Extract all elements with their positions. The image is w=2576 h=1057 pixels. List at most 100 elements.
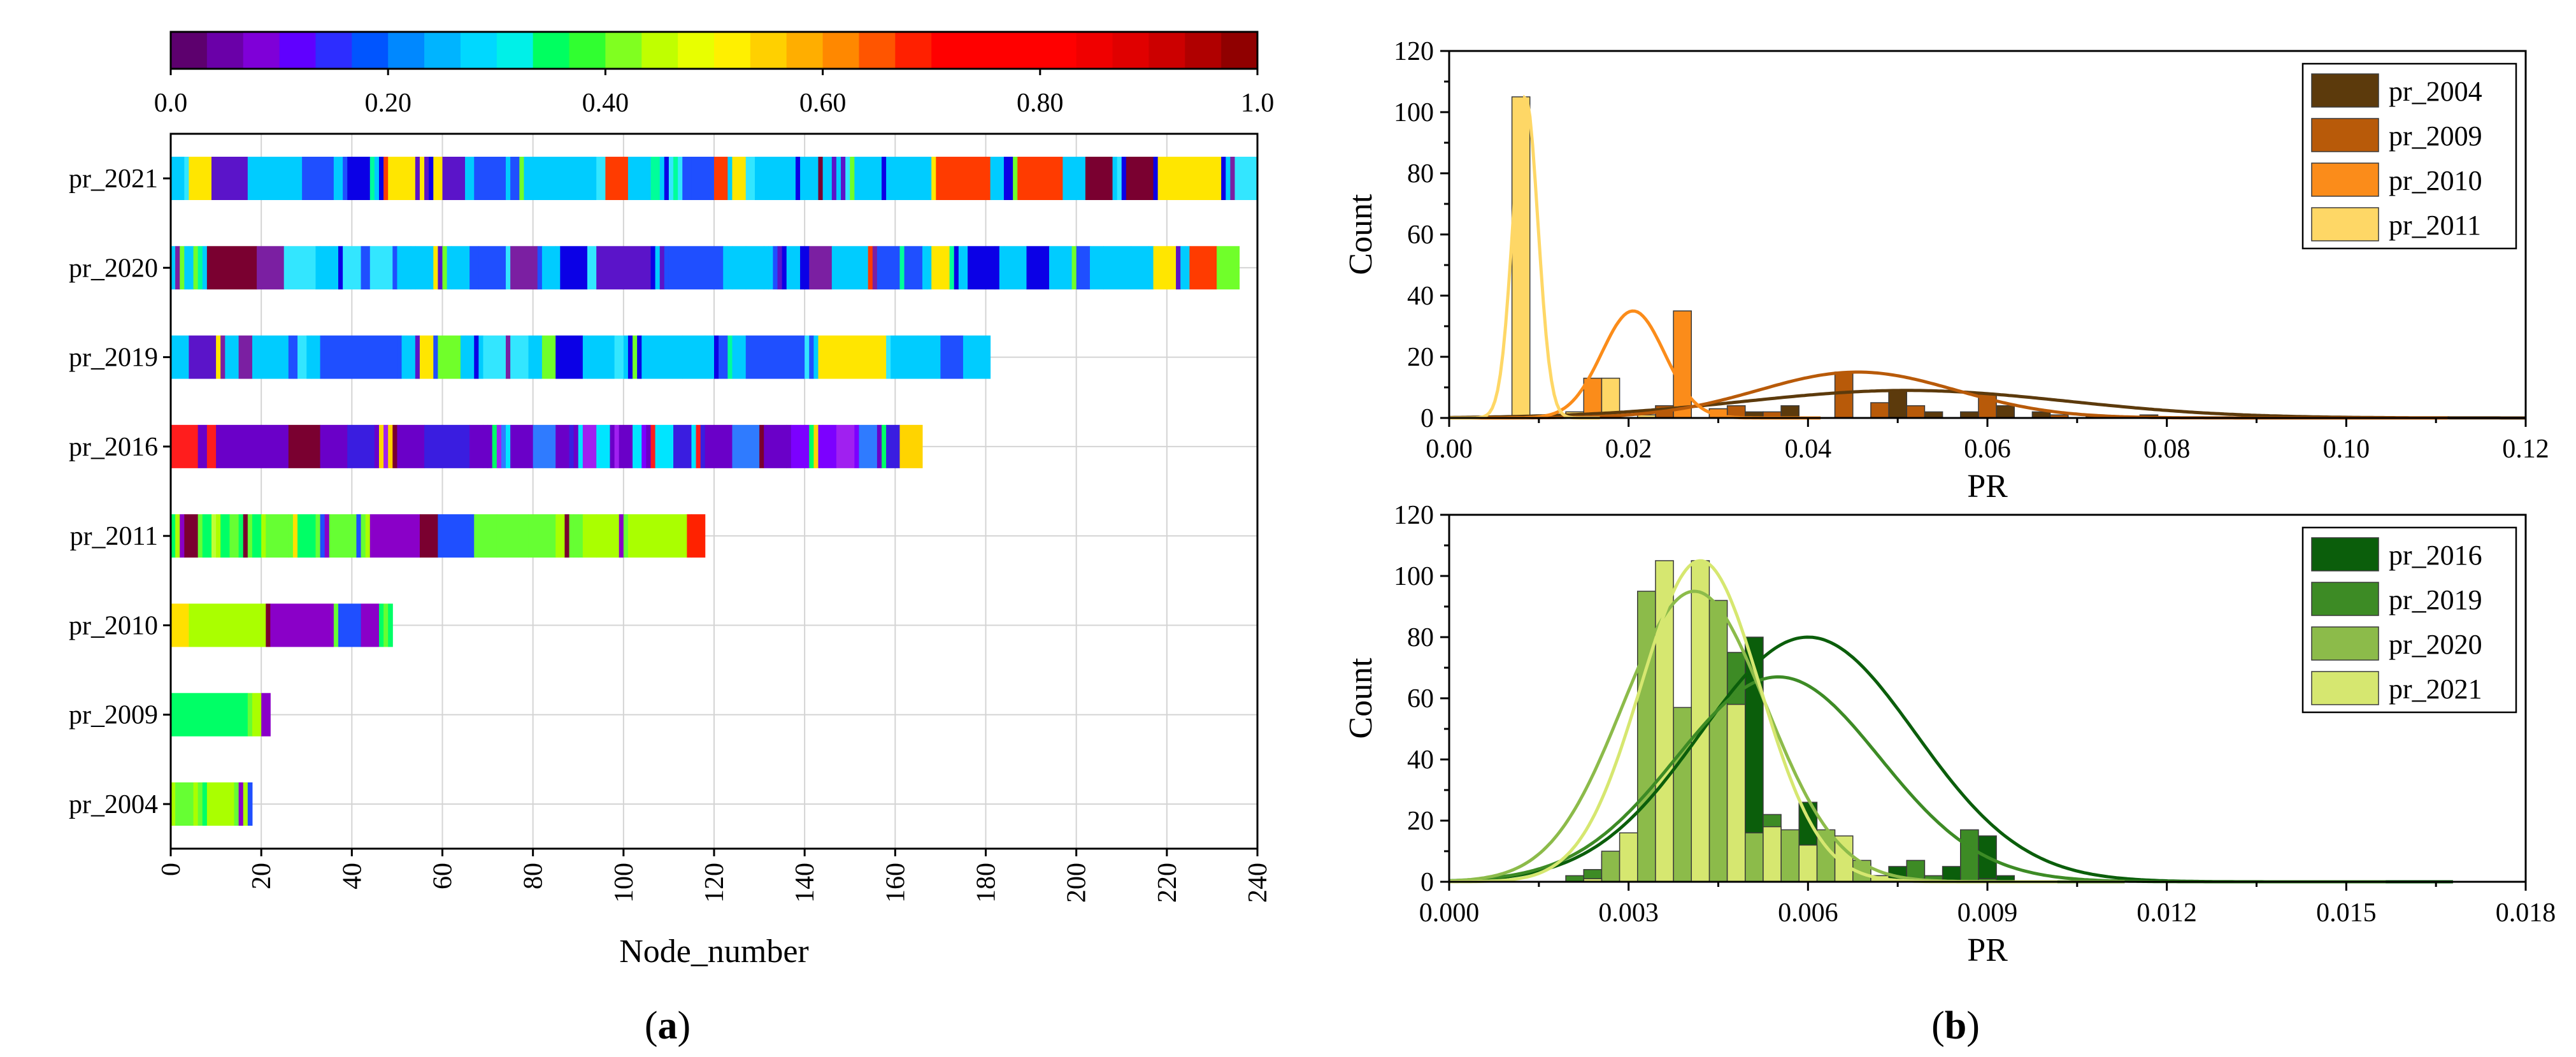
heatmap-cell [754, 157, 796, 200]
heatmap-cell [180, 246, 185, 290]
top-legend-label: pr_2004 [2389, 76, 2482, 107]
heatmap-cell [247, 782, 253, 826]
heatmap-cell [800, 246, 810, 290]
heatmap-cell [1126, 157, 1154, 200]
heatmap-cell [927, 246, 932, 290]
heatmap-cell [333, 603, 339, 647]
heatmap-cell [732, 157, 747, 200]
heatmap-x-tick-label: 220 [1153, 863, 1182, 903]
heatmap-row-pr_2019 [171, 335, 991, 379]
heatmap-cell [247, 514, 253, 558]
heatmap-cell [650, 424, 656, 468]
heatmap-cell [655, 246, 661, 290]
heatmap-cell [1230, 157, 1235, 200]
heatmap-cell [841, 157, 846, 200]
heatmap-cell [438, 514, 475, 558]
heatmap-cell [650, 157, 661, 200]
heatmap-cell [388, 157, 416, 200]
heatmap-cell [492, 424, 497, 468]
heatmap-cell [383, 603, 389, 647]
heatmap-cell [659, 157, 665, 200]
heatmap-cell [211, 157, 248, 200]
heatmap-cell [374, 424, 380, 468]
heatmap-cell [438, 246, 443, 290]
heatmap-cell [659, 335, 683, 379]
heatmap-cell [614, 335, 620, 379]
heatmap-x-tick-label: 240 [1243, 863, 1273, 903]
bottom-y-tick-label: 120 [1394, 501, 1434, 530]
heatmap-cell [283, 246, 289, 290]
heatmap-cell [891, 335, 896, 379]
heatmap-cell [958, 246, 964, 290]
heatmap-cell [782, 246, 787, 290]
heatmap-cell [288, 335, 294, 379]
heatmap-cell [369, 246, 393, 290]
bottom-legend-swatch-pr_2019 [2311, 582, 2379, 616]
heatmap-cell [197, 246, 203, 290]
heatmap-cell [668, 157, 674, 200]
heatmap-cell [469, 424, 483, 468]
heatmap-row-pr_2011 [171, 514, 706, 558]
heatmap-cell [687, 514, 692, 558]
heatmap-cell [202, 246, 208, 290]
heatmap-cell [447, 246, 452, 290]
heatmap-cell [723, 246, 728, 290]
top-bar [1906, 405, 1926, 419]
heatmap-cell [506, 157, 511, 200]
heatmap-cell [220, 335, 225, 379]
panel-b-letter: b [1945, 1004, 1966, 1047]
heatmap-cell [582, 335, 588, 379]
heatmap-cell [691, 514, 706, 558]
top-y-tick-label: 80 [1407, 159, 1434, 189]
heatmap-cell [288, 424, 321, 468]
heatmap-cell [800, 424, 805, 468]
heatmap-cell [582, 514, 597, 558]
colorbar-cell [352, 32, 389, 69]
colorbar-cell [533, 32, 570, 69]
heatmap-x-axis-title: Node_number [619, 933, 808, 970]
heatmap-cell [311, 335, 321, 379]
heatmap-cell [949, 246, 955, 290]
heatmap-cell [474, 514, 497, 558]
heatmap-cell [478, 335, 483, 379]
top-bar [1780, 405, 1800, 419]
top-y-tick-label: 40 [1407, 282, 1434, 311]
heatmap-cell [541, 246, 556, 290]
colorbar-cell [1185, 32, 1222, 69]
heatmap-cell [696, 424, 701, 468]
top-bar [1511, 96, 1531, 419]
heatmap-x-tick-label: 140 [791, 863, 820, 903]
colorbar-cell [931, 32, 968, 69]
bottom-x-tick-label: 0.015 [2316, 898, 2377, 928]
heatmap-cell [378, 157, 384, 200]
heatmap-x-tick-label: 120 [700, 863, 729, 903]
heatmap-cell [895, 335, 919, 379]
heatmap-cell [442, 157, 466, 200]
colorbar-cells [171, 32, 1258, 69]
colorbar-cell [1076, 32, 1113, 69]
heatmap-cell [320, 335, 326, 379]
heatmap-cell [822, 424, 837, 468]
heatmap-cell [623, 514, 629, 558]
heatmap-x-tick-label: 80 [519, 863, 548, 889]
top-x-tick-label: 0.00 [1426, 435, 1473, 464]
heatmap-cell [899, 246, 905, 290]
colorbar-cell [460, 32, 497, 69]
top-legend-label: pr_2010 [2389, 165, 2482, 196]
heatmap-cell [216, 514, 221, 558]
heatmap-cell [347, 157, 371, 200]
heatmap-cell [882, 424, 887, 468]
heatmap-cell [519, 157, 524, 200]
heatmap-cell [641, 424, 647, 468]
heatmap-cell [587, 246, 597, 290]
heatmap-cell [429, 157, 434, 200]
heatmap-x-tick-label: 180 [972, 863, 1001, 903]
heatmap-cell [573, 514, 579, 558]
heatmap-cell [854, 424, 859, 468]
top-bar [1870, 402, 1889, 419]
heatmap-cell [206, 246, 257, 290]
bottom-x-tick-label: 0.006 [1778, 898, 1838, 928]
heatmap-cell [551, 157, 579, 200]
heatmap-cell [1226, 157, 1231, 200]
panel-b-top-histogram: 0.00 0.02 0.04 0.06 0.08 0.10 0.12 0 20 40 60 80 100… [1343, 37, 2549, 505]
